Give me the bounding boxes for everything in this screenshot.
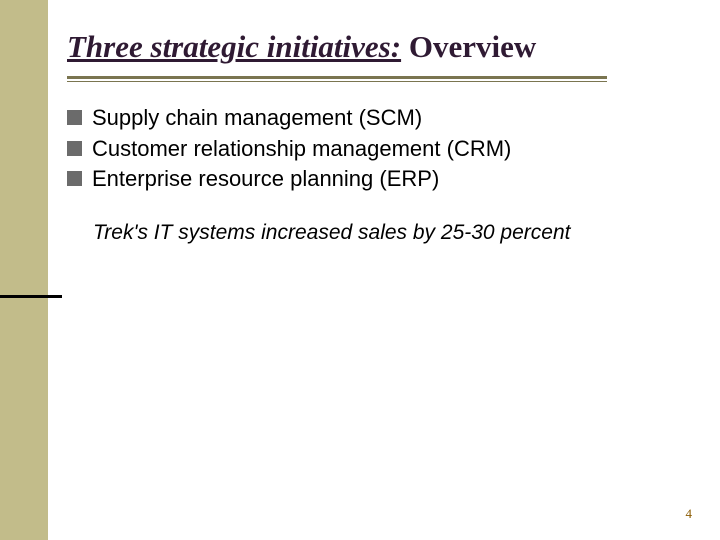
list-item: Supply chain management (SCM) [67, 104, 687, 132]
square-bullet-icon [67, 141, 82, 156]
bullet-text: Supply chain management (SCM) [92, 104, 422, 132]
bullet-text: Customer relationship management (CRM) [92, 135, 511, 163]
title-rest-part: Overview [401, 29, 536, 64]
title-rule-thick [67, 76, 607, 79]
title-underlined-part: Three strategic initiatives: [67, 29, 401, 64]
square-bullet-icon [67, 110, 82, 125]
square-bullet-icon [67, 171, 82, 186]
horizontal-divider [0, 295, 62, 298]
bullet-list: Supply chain management (SCM) Customer r… [67, 104, 687, 193]
title-rule-thin [67, 81, 607, 82]
sidebar-accent [0, 0, 48, 540]
callout-text: Trek's IT systems increased sales by 25-… [93, 221, 687, 245]
bullet-text: Enterprise resource planning (ERP) [92, 165, 439, 193]
slide-title: Three strategic initiatives: Overview [67, 30, 687, 74]
slide-content: Three strategic initiatives: Overview Su… [67, 30, 687, 245]
list-item: Customer relationship management (CRM) [67, 135, 687, 163]
page-number: 4 [686, 506, 693, 522]
list-item: Enterprise resource planning (ERP) [67, 165, 687, 193]
